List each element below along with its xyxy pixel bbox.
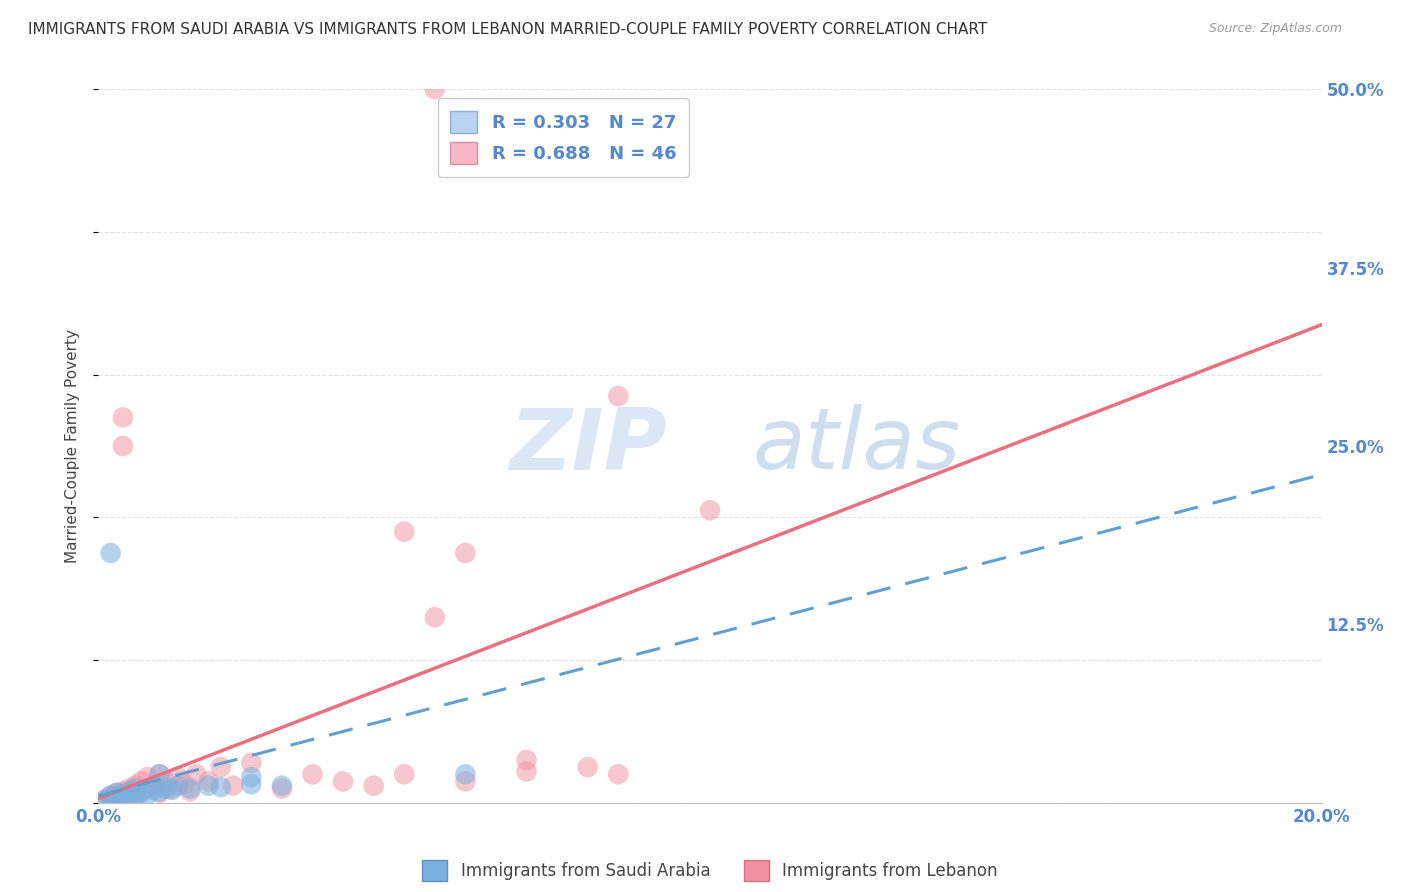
Point [392, 524, 416, 539]
Point [222, 779, 245, 793]
Point [270, 779, 292, 793]
Point [136, 770, 159, 784]
Point [111, 787, 134, 801]
Point [111, 791, 134, 805]
Point [105, 790, 128, 805]
Point [173, 777, 195, 791]
Y-axis label: Married-Couple Family Poverty: Married-Couple Family Poverty [65, 329, 80, 563]
Point [118, 784, 141, 798]
Point [129, 786, 152, 800]
Point [197, 779, 219, 793]
Point [454, 774, 477, 789]
Point [136, 787, 159, 801]
Point [136, 781, 159, 796]
Point [607, 767, 630, 781]
Point [149, 786, 172, 800]
Point [142, 779, 165, 793]
Point [240, 770, 263, 784]
Point [516, 753, 538, 767]
Text: ZIP: ZIP [509, 404, 668, 488]
Point [197, 774, 219, 789]
Point [100, 789, 122, 803]
Point [699, 503, 721, 517]
Point [167, 779, 190, 793]
Point [111, 791, 134, 805]
Point [240, 777, 263, 791]
Point [111, 410, 134, 425]
Point [100, 791, 122, 805]
Point [118, 789, 141, 803]
Point [186, 767, 208, 781]
Point [423, 82, 446, 96]
Point [124, 787, 146, 801]
Point [270, 781, 292, 796]
Point [392, 767, 416, 781]
Point [100, 791, 122, 805]
Point [111, 784, 134, 798]
Point [454, 546, 477, 560]
Point [93, 793, 115, 807]
Point [209, 780, 232, 794]
Point [124, 779, 146, 793]
Point [363, 779, 385, 793]
Point [149, 784, 172, 798]
Point [129, 774, 152, 789]
Point [124, 790, 146, 805]
Point [100, 546, 122, 560]
Point [155, 774, 177, 789]
Point [576, 760, 599, 774]
Point [607, 389, 630, 403]
Point [155, 781, 177, 796]
Text: IMMIGRANTS FROM SAUDI ARABIA VS IMMIGRANTS FROM LEBANON MARRIED-COUPLE FAMILY PO: IMMIGRANTS FROM SAUDI ARABIA VS IMMIGRAN… [28, 22, 987, 37]
Point [167, 770, 190, 784]
Point [100, 789, 122, 803]
Point [423, 610, 446, 624]
Point [332, 774, 354, 789]
Point [209, 760, 232, 774]
Point [105, 786, 128, 800]
Point [516, 764, 538, 779]
Text: atlas: atlas [752, 404, 960, 488]
Point [142, 783, 165, 797]
Point [129, 784, 152, 798]
Point [160, 781, 183, 796]
Point [301, 767, 323, 781]
Point [93, 793, 115, 807]
Point [124, 781, 146, 796]
Point [179, 781, 201, 796]
Point [179, 784, 201, 798]
Point [118, 789, 141, 803]
Point [105, 786, 128, 800]
Point [454, 767, 477, 781]
Text: Source: ZipAtlas.com: Source: ZipAtlas.com [1209, 22, 1343, 36]
Point [149, 767, 172, 781]
Point [118, 781, 141, 796]
Point [105, 790, 128, 805]
Legend: Immigrants from Saudi Arabia, Immigrants from Lebanon: Immigrants from Saudi Arabia, Immigrants… [416, 854, 1004, 888]
Point [111, 439, 134, 453]
Point [240, 756, 263, 770]
Point [149, 767, 172, 781]
Point [160, 783, 183, 797]
